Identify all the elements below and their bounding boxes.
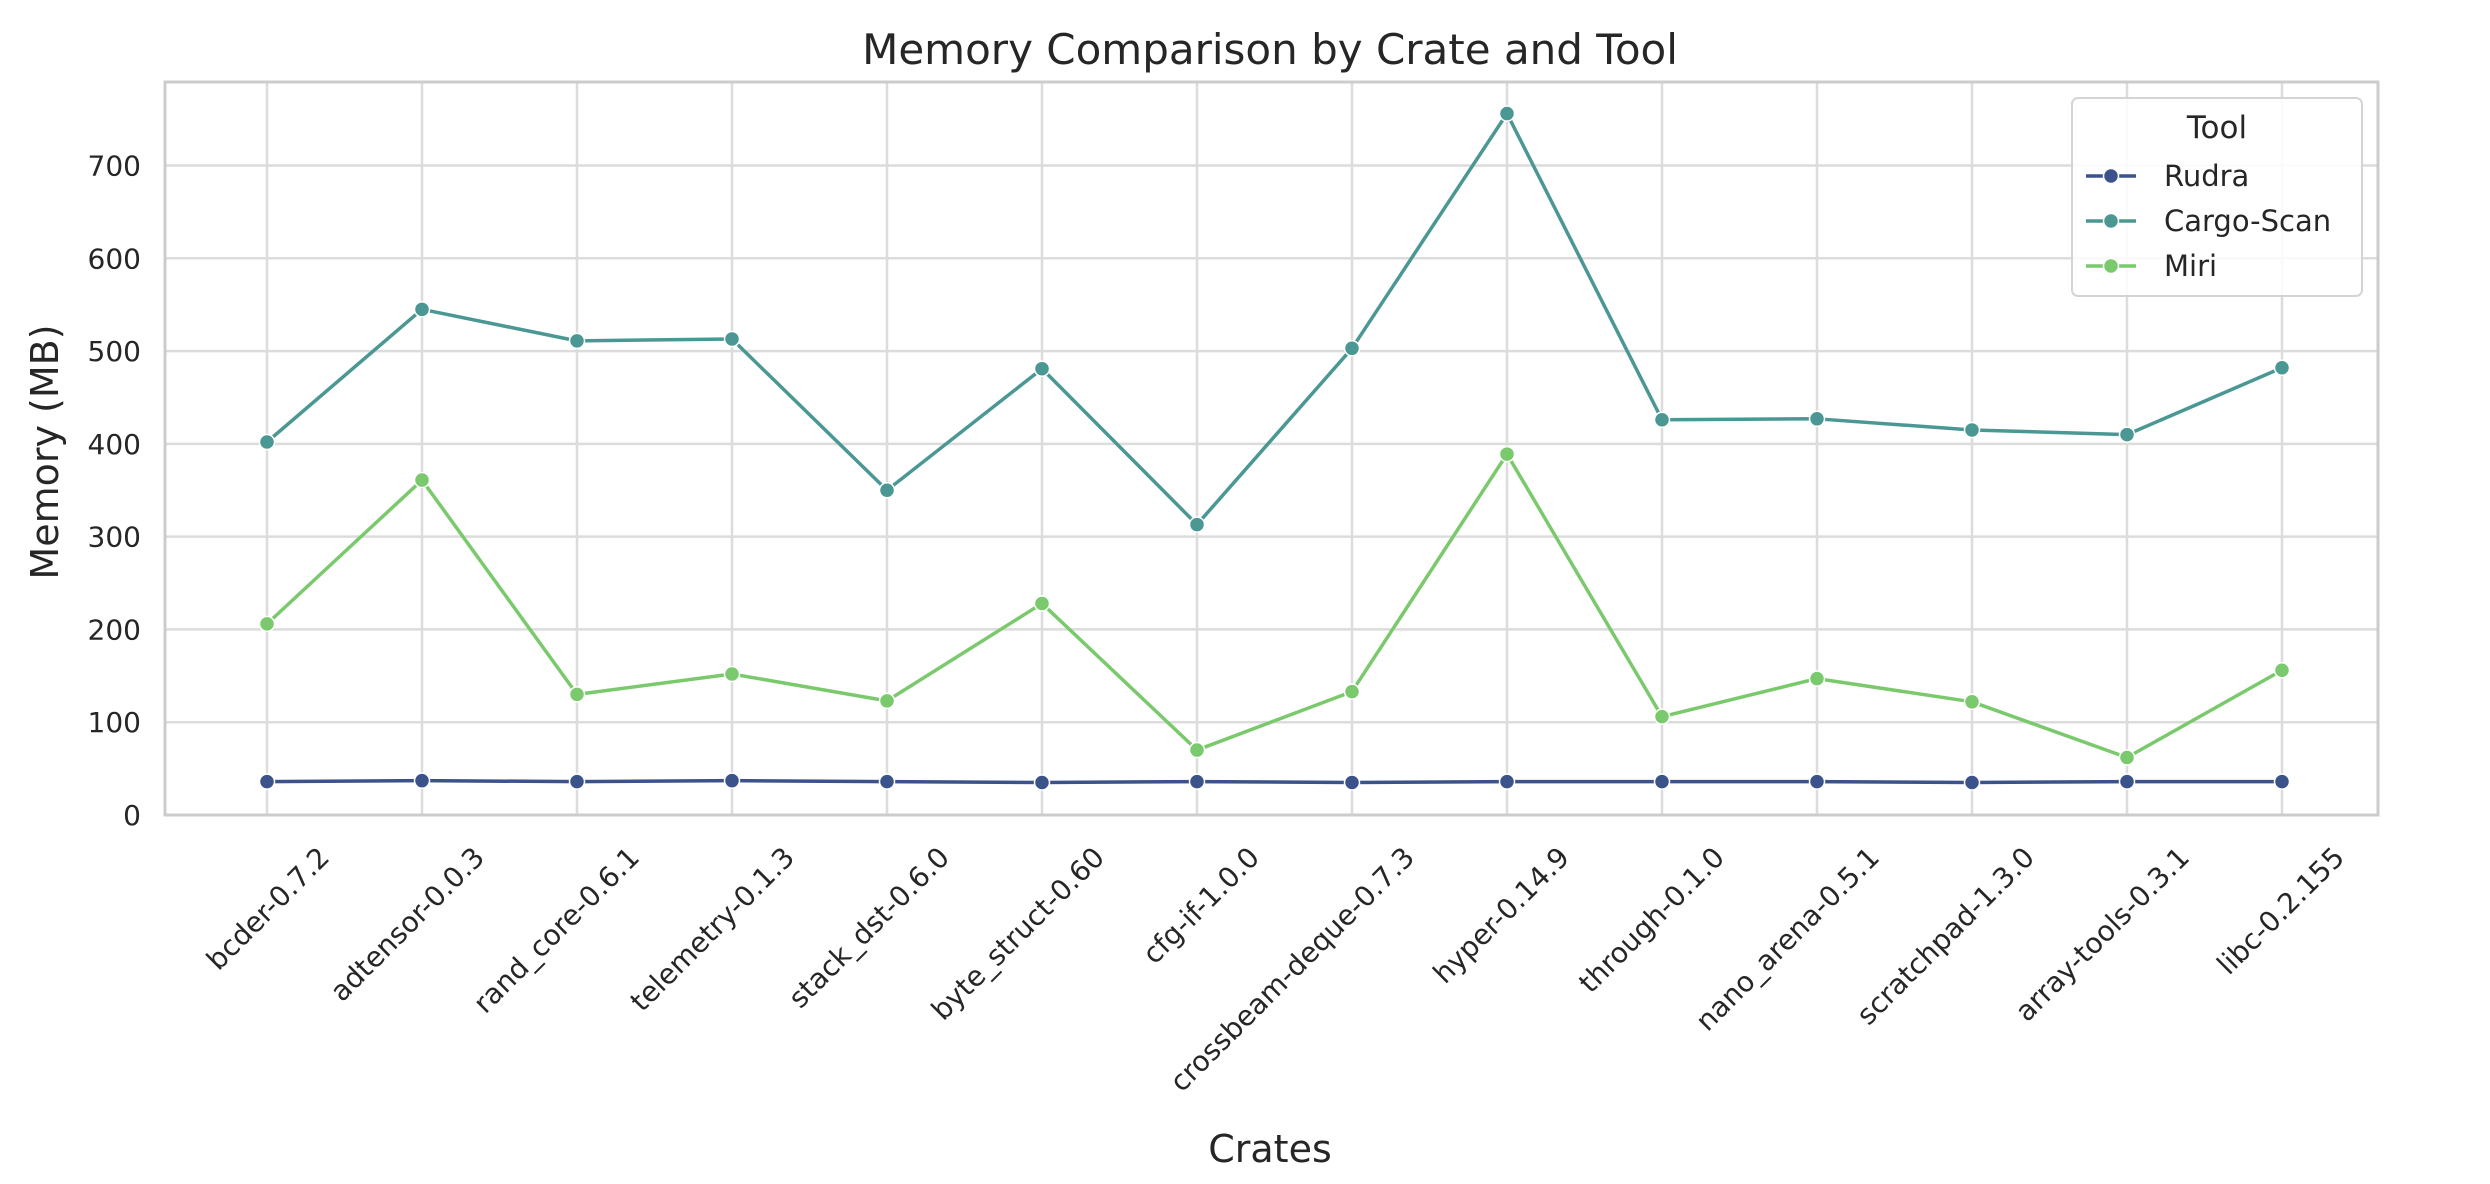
data-point-rudra [568, 773, 586, 790]
y-tick-label: 500 [88, 335, 141, 368]
data-point-miri [1963, 693, 1981, 711]
legend-title: Tool [2186, 110, 2247, 146]
data-point-miri [2273, 662, 2291, 679]
data-point-rudra [258, 773, 276, 790]
legend-label-miri: Miri [2164, 249, 2217, 283]
data-point-cargo-scan [1343, 340, 1361, 357]
data-point-cargo-scan [878, 482, 896, 499]
data-point-miri [1808, 670, 1826, 687]
y-tick-label: 700 [88, 150, 141, 183]
data-point-miri [723, 665, 741, 683]
data-point-cargo-scan [723, 330, 741, 348]
data-point-miri [1498, 445, 1516, 463]
data-point-cargo-scan [1653, 411, 1671, 428]
data-point-rudra [1653, 773, 1671, 790]
data-point-rudra [878, 773, 896, 790]
legend-swatch-marker [2102, 167, 2120, 185]
data-point-cargo-scan [1188, 516, 1206, 533]
x-axis-label: Crates [1208, 1127, 1332, 1171]
y-axis-label: Memory (MB) [23, 324, 67, 579]
data-point-cargo-scan [413, 301, 431, 318]
data-point-rudra [1963, 774, 1981, 791]
data-point-rudra [1188, 773, 1206, 790]
data-point-rudra [723, 772, 741, 789]
data-point-cargo-scan [1963, 421, 1981, 439]
data-point-rudra [1498, 773, 1516, 790]
y-tick-label: 600 [88, 242, 141, 275]
y-tick-label: 0 [123, 799, 141, 832]
data-point-rudra [2273, 773, 2291, 790]
y-tick-label: 400 [88, 428, 141, 461]
data-point-miri [568, 686, 586, 703]
data-point-miri [1653, 708, 1671, 725]
legend-box [2071, 97, 2363, 297]
data-point-miri [878, 692, 896, 710]
data-point-cargo-scan [2118, 426, 2136, 443]
data-point-miri [1033, 595, 1051, 612]
data-point-rudra [1343, 774, 1361, 791]
series-line-miri [265, 452, 2283, 760]
legend-swatch-marker [2102, 257, 2120, 275]
legend-label-rudra: Rudra [2164, 159, 2249, 193]
data-point-cargo-scan [568, 332, 586, 350]
plot-frame [163, 80, 2380, 817]
data-point-miri [413, 471, 431, 489]
data-point-cargo-scan [1033, 360, 1051, 377]
data-point-cargo-scan [1498, 105, 1516, 122]
data-point-cargo-scan [2273, 359, 2291, 377]
legend: Tool Rudra Cargo-Scan Miri [2071, 97, 2363, 297]
y-tick-label: 300 [88, 521, 141, 554]
data-point-rudra [413, 772, 431, 789]
data-point-cargo-scan [1808, 410, 1826, 428]
data-point-rudra [1808, 773, 1826, 790]
series-line-rudra [266, 778, 2282, 785]
data-point-cargo-scan [258, 433, 276, 451]
data-point-rudra [2118, 773, 2136, 790]
series-line-cargo-scan [265, 111, 2283, 527]
legend-swatch-marker [2102, 212, 2120, 230]
data-point-miri [1343, 683, 1361, 700]
chart-title: Memory Comparison by Crate and Tool [862, 25, 1678, 74]
data-point-rudra [1033, 774, 1051, 791]
y-tick-label: 200 [88, 613, 141, 646]
data-point-miri [1188, 741, 1206, 759]
data-point-miri [2118, 749, 2136, 766]
legend-label-cargo-scan: Cargo-Scan [2164, 204, 2331, 238]
data-point-miri [258, 615, 276, 633]
y-tick-label: 100 [88, 706, 141, 739]
